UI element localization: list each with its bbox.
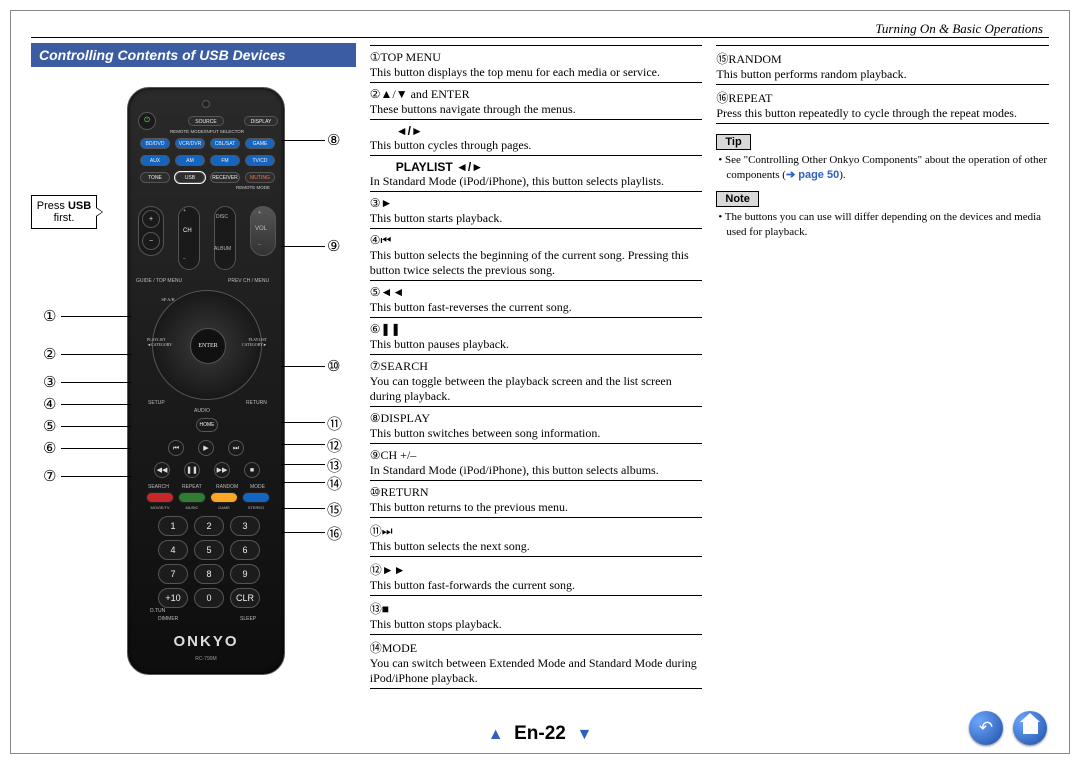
entry: ⑦ SEARCH bbox=[370, 359, 703, 374]
sub-entry: PLAYLIST ◄/► bbox=[370, 160, 703, 174]
color-button[interactable] bbox=[242, 492, 270, 503]
mode-usb[interactable]: USB bbox=[175, 172, 205, 183]
entry: ⑬ ■ bbox=[370, 600, 703, 617]
transport[interactable]: ▶▶ bbox=[214, 462, 230, 478]
entry: ④ ⏮ bbox=[370, 233, 703, 248]
entry: ③ ► bbox=[370, 196, 703, 211]
entry: ① TOP MENU bbox=[370, 50, 703, 65]
mode-receiver[interactable]: RECEIVER bbox=[210, 172, 240, 183]
mode-bd/dvd[interactable]: BD/DVD bbox=[140, 138, 170, 149]
callout-left: ① bbox=[43, 307, 56, 325]
num-8[interactable]: 8 bbox=[194, 564, 224, 584]
mode-cbl/sat[interactable]: CBL/SAT bbox=[210, 138, 240, 149]
color-button[interactable] bbox=[178, 492, 206, 503]
mode-game[interactable]: GAME bbox=[245, 138, 275, 149]
callout-left: ⑥ bbox=[43, 439, 56, 457]
page-link[interactable]: ➔ page 50 bbox=[786, 169, 839, 181]
press-usb-callout: Press USB first. bbox=[31, 195, 97, 229]
banner: Controlling Contents of USB Devices bbox=[31, 43, 356, 67]
transport[interactable]: ▶ bbox=[198, 440, 214, 456]
color-button[interactable] bbox=[146, 492, 174, 503]
entry: ⑮ RANDOM bbox=[716, 50, 1049, 67]
entry: ⑭ MODE bbox=[370, 639, 703, 656]
remote-diagram: Press USB first. ⏻SOURCEDISPLAYREMOTE MO… bbox=[31, 67, 356, 687]
page-footer: ▲ En-22 ▼ bbox=[11, 723, 1069, 745]
transport[interactable]: ⏭ bbox=[228, 440, 244, 456]
mode-tone[interactable]: TONE bbox=[140, 172, 170, 183]
mode-fm[interactable]: FM bbox=[210, 155, 240, 166]
num-9[interactable]: 9 bbox=[230, 564, 260, 584]
dpad[interactable]: ENTER SP A/B PLAYLIST◄CATEGORY PLAYLISTC… bbox=[152, 290, 262, 400]
arrow-icon bbox=[96, 207, 103, 217]
model-label: RC-799M bbox=[128, 656, 284, 662]
transport[interactable]: ⏮ bbox=[168, 440, 184, 456]
callout-right: ⑨ bbox=[327, 237, 340, 255]
mode-am[interactable]: AM bbox=[175, 155, 205, 166]
tip-label: Tip bbox=[716, 134, 750, 150]
remote-body: ⏻SOURCEDISPLAYREMOTE MODE/INPUT SELECTOR… bbox=[127, 87, 285, 675]
tip-text: • See "Controlling Other Onkyo Component… bbox=[716, 153, 1049, 183]
entry: ⑪ ⏭ bbox=[370, 522, 703, 539]
num-5[interactable]: 5 bbox=[194, 540, 224, 560]
callout-left: ② bbox=[43, 345, 56, 363]
mid-column: ① TOP MENU This button displays the top … bbox=[370, 43, 703, 693]
num-6[interactable]: 6 bbox=[230, 540, 260, 560]
enter-button[interactable]: ENTER bbox=[190, 328, 226, 364]
transport[interactable]: ■ bbox=[244, 462, 260, 478]
color-button[interactable] bbox=[210, 492, 238, 503]
mode-muting[interactable]: MUTING bbox=[245, 172, 275, 183]
section-title: Turning On & Basic Operations bbox=[31, 21, 1049, 38]
back-icon[interactable]: ↶ bbox=[969, 711, 1003, 745]
entry: ⑫ ►► bbox=[370, 561, 703, 578]
entry: ⑯ REPEAT bbox=[716, 89, 1049, 106]
num-+10[interactable]: +10 bbox=[158, 588, 188, 608]
callout-left: ④ bbox=[43, 395, 56, 413]
transport[interactable]: ❚❚ bbox=[184, 462, 200, 478]
entry: ⑥ ❚❚ bbox=[370, 322, 703, 337]
callout-right: ⑩ bbox=[327, 357, 340, 375]
brand-label: ONKYO bbox=[128, 633, 284, 650]
content-columns: Controlling Contents of USB Devices Pres… bbox=[31, 43, 1049, 693]
mode-vcr/dvr[interactable]: VCR/DVR bbox=[175, 138, 205, 149]
callout-right: ⑫ bbox=[327, 435, 342, 456]
display-button[interactable]: DISPLAY bbox=[244, 116, 278, 126]
callout-left: ⑦ bbox=[43, 467, 56, 485]
note-label: Note bbox=[716, 191, 758, 207]
sub-entry: ◄/► bbox=[370, 124, 703, 138]
entry: ⑤ ◄◄ bbox=[370, 285, 703, 300]
next-page-icon[interactable]: ▼ bbox=[576, 726, 592, 743]
transport[interactable]: ◀◀ bbox=[154, 462, 170, 478]
num-CLR[interactable]: CLR bbox=[230, 588, 260, 608]
mode-aux[interactable]: AUX bbox=[140, 155, 170, 166]
right-column: ⑮ RANDOM This button performs random pla… bbox=[716, 43, 1049, 693]
page-number: En-22 bbox=[514, 723, 566, 744]
mode-tv/cd[interactable]: TV/CD bbox=[245, 155, 275, 166]
callout-left: ⑤ bbox=[43, 417, 56, 435]
callout-right: ⑯ bbox=[327, 523, 342, 544]
callout-right: ⑮ bbox=[327, 499, 342, 520]
callout-right: ⑭ bbox=[327, 473, 342, 494]
page: Turning On & Basic Operations Controllin… bbox=[10, 10, 1070, 754]
entry: ⑨ CH +/– bbox=[370, 448, 703, 463]
footer-icons: ↶ bbox=[969, 711, 1047, 745]
left-column: Controlling Contents of USB Devices Pres… bbox=[31, 43, 356, 693]
entry: ⑧ DISPLAY bbox=[370, 411, 703, 426]
entry: ② ▲/▼ and ENTER bbox=[370, 87, 703, 102]
entry: ⑩ RETURN bbox=[370, 485, 703, 500]
num-1[interactable]: 1 bbox=[158, 516, 188, 536]
callout-left: ③ bbox=[43, 373, 56, 391]
num-2[interactable]: 2 bbox=[194, 516, 224, 536]
num-3[interactable]: 3 bbox=[230, 516, 260, 536]
callout-right: ⑪ bbox=[327, 413, 342, 434]
num-7[interactable]: 7 bbox=[158, 564, 188, 584]
home-icon[interactable] bbox=[1013, 711, 1047, 745]
callout-right: ⑧ bbox=[327, 131, 340, 149]
num-4[interactable]: 4 bbox=[158, 540, 188, 560]
num-0[interactable]: 0 bbox=[194, 588, 224, 608]
note-text: • The buttons you can use will differ de… bbox=[716, 210, 1049, 240]
prev-page-icon[interactable]: ▲ bbox=[488, 726, 504, 743]
